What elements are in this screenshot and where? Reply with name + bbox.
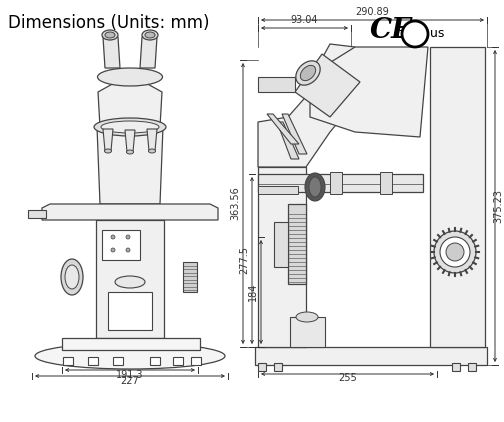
Polygon shape (277, 122, 299, 159)
Polygon shape (103, 37, 120, 68)
Bar (255, 347, 487, 365)
Polygon shape (267, 114, 299, 144)
Ellipse shape (65, 265, 79, 289)
Ellipse shape (142, 30, 158, 40)
Ellipse shape (440, 237, 470, 267)
Bar (108, 292, 152, 330)
Bar (452, 363, 460, 371)
Circle shape (126, 248, 130, 252)
Bar (258, 363, 266, 371)
Polygon shape (258, 77, 295, 92)
Bar (258, 167, 306, 347)
Text: 93.04: 93.04 (291, 15, 318, 25)
Polygon shape (295, 54, 360, 117)
Text: CE: CE (370, 17, 413, 44)
Bar (430, 47, 485, 347)
Circle shape (402, 21, 428, 47)
Bar (28, 210, 46, 218)
Polygon shape (282, 114, 307, 154)
Bar (191, 357, 201, 365)
Polygon shape (140, 37, 157, 68)
Bar (468, 363, 476, 371)
Ellipse shape (97, 68, 162, 86)
Text: 277.5: 277.5 (239, 246, 249, 274)
Text: UL: UL (407, 29, 423, 39)
Ellipse shape (434, 231, 476, 273)
Bar (113, 357, 123, 365)
Ellipse shape (115, 276, 145, 288)
Ellipse shape (94, 118, 166, 136)
Bar (63, 357, 73, 365)
Ellipse shape (101, 121, 159, 133)
Bar (274, 222, 288, 267)
Circle shape (111, 248, 115, 252)
Text: Dimensions (Units: mm): Dimensions (Units: mm) (8, 14, 210, 32)
Circle shape (126, 235, 130, 239)
Bar (258, 186, 298, 194)
Ellipse shape (149, 149, 156, 153)
Text: 191.3: 191.3 (116, 370, 144, 380)
Polygon shape (42, 204, 218, 220)
Text: 363.56: 363.56 (230, 187, 240, 220)
Ellipse shape (296, 61, 320, 85)
Bar (290, 317, 325, 347)
Polygon shape (98, 77, 162, 127)
Bar (258, 174, 423, 192)
Text: us: us (430, 27, 445, 40)
Bar (380, 172, 392, 194)
Ellipse shape (446, 243, 464, 261)
Bar (150, 357, 160, 365)
Ellipse shape (61, 259, 83, 295)
Polygon shape (125, 130, 135, 152)
Text: 375.23: 375.23 (493, 189, 503, 223)
Bar (173, 357, 183, 365)
Ellipse shape (102, 30, 118, 40)
Ellipse shape (104, 149, 111, 153)
Ellipse shape (127, 150, 134, 154)
Bar (62, 338, 200, 350)
Bar (288, 204, 306, 284)
Bar (88, 357, 98, 365)
Bar (183, 262, 197, 292)
Circle shape (111, 235, 115, 239)
Ellipse shape (296, 312, 318, 322)
Bar (96, 220, 164, 338)
Polygon shape (103, 129, 113, 151)
Polygon shape (310, 47, 428, 137)
Text: c: c (395, 27, 402, 40)
Ellipse shape (309, 177, 321, 197)
Ellipse shape (105, 32, 115, 38)
Ellipse shape (305, 173, 325, 201)
Ellipse shape (145, 32, 155, 38)
Text: 184: 184 (248, 283, 258, 301)
Text: 227: 227 (120, 376, 140, 386)
Polygon shape (147, 129, 157, 151)
Text: 290.89: 290.89 (356, 7, 390, 17)
Text: 255: 255 (338, 373, 357, 383)
Ellipse shape (35, 343, 225, 369)
Bar (330, 172, 342, 194)
Bar (274, 363, 282, 371)
Bar (102, 230, 140, 260)
Polygon shape (97, 127, 163, 204)
Polygon shape (258, 44, 355, 167)
Ellipse shape (300, 65, 316, 81)
